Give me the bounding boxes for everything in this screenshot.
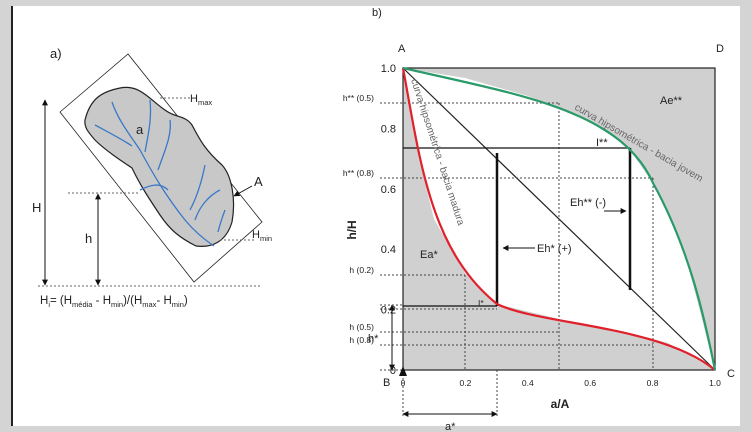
excess-label: Eh** (-): [570, 197, 606, 209]
x-tick-label: 1.0: [709, 378, 721, 388]
excess-label: Eh* (+): [537, 243, 572, 255]
mature-region: [403, 68, 715, 370]
young-curve: [402, 66, 717, 371]
h-min-label: Hmin: [252, 229, 272, 243]
corner-label: C: [727, 368, 735, 380]
guide-label: h (0.5): [349, 322, 374, 332]
formula-part: - H: [156, 295, 171, 307]
guide-label: h** (0.8): [343, 168, 374, 178]
plot-frame: [402, 67, 716, 371]
region-label: Ea*: [420, 249, 438, 261]
formula-part: - H: [92, 295, 111, 307]
h-star-label: h*: [368, 333, 379, 345]
arrow: [233, 185, 253, 197]
height-total-label: H: [32, 200, 41, 215]
formula-part: H: [40, 295, 48, 307]
young-region: [403, 68, 715, 370]
y-tick-label: 0.2: [381, 305, 396, 317]
x-axis-title: a/A: [551, 397, 570, 411]
guide-label: h** (0.5): [343, 93, 374, 103]
guide-label: h (0.2): [349, 265, 374, 275]
y-tick-label: 1.0: [381, 63, 396, 75]
bounding-box: [59, 53, 263, 283]
y-tick-label: 0.8: [381, 123, 396, 135]
area-label: a: [136, 122, 144, 137]
subscript: i: [48, 300, 50, 309]
panel-a: a) a Hmax A Hmin H h Hi= (Hmédia - Hmin)…: [32, 46, 272, 309]
point-label: I**: [596, 137, 608, 149]
x-tick-label: 0: [401, 378, 406, 388]
panel-label: b): [372, 7, 382, 19]
y-tick-label: 0: [390, 365, 396, 377]
guide-label: h (0.8): [349, 335, 374, 345]
x-tick-label: 0.8: [647, 378, 659, 388]
symbol: H: [190, 93, 198, 105]
mature-curve: [401, 67, 716, 371]
corner-label: B: [383, 377, 390, 389]
outline-label: A: [254, 174, 263, 189]
y-axis-title: h/H: [345, 220, 359, 239]
subscript: min: [172, 300, 184, 309]
symbol: H: [252, 229, 260, 241]
corner-label: A: [398, 43, 406, 55]
y-tick-label: 0.6: [381, 184, 396, 196]
origin-marker: [399, 366, 407, 376]
formula-part: = (H: [50, 295, 72, 307]
river-network: [94, 99, 226, 247]
panel-label: a): [50, 46, 62, 61]
subscript: max: [198, 98, 212, 107]
point-label: I*: [478, 298, 484, 308]
region-label: Ae**: [660, 95, 683, 107]
formula-part: ): [184, 295, 188, 307]
corner-label: D: [716, 43, 724, 55]
y-tick-label: 0.4: [381, 244, 396, 256]
subscript: min: [260, 234, 272, 243]
subscript: média: [72, 300, 93, 309]
subscript: min: [111, 300, 123, 309]
subscript: max: [142, 300, 156, 309]
formula-part: )/(H: [123, 295, 142, 307]
x-tick-label: 0.6: [584, 378, 596, 388]
h-max-label: Hmax: [190, 93, 212, 107]
height-label: h: [85, 231, 92, 246]
x-tick-label: 0.2: [459, 378, 471, 388]
a-star-label: a*: [445, 421, 456, 432]
x-tick-label: 0.4: [522, 378, 534, 388]
formula: Hi= (Hmédia - Hmin)/(Hmax- Hmin): [40, 295, 188, 309]
